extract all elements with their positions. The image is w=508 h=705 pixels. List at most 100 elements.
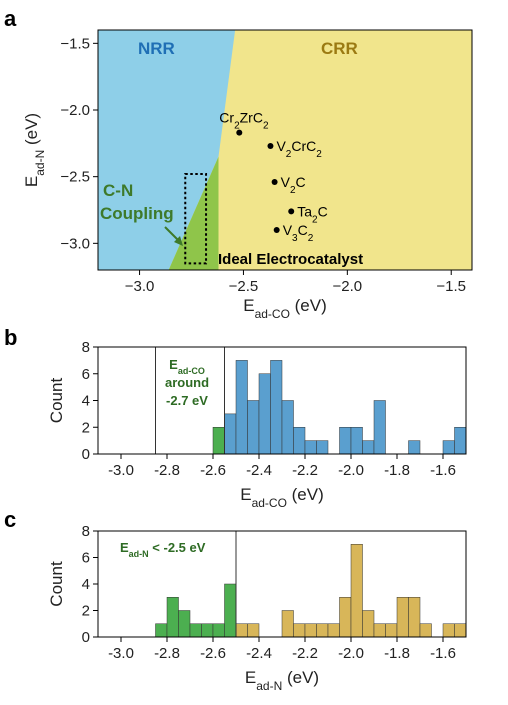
point-label-sub: 2: [234, 120, 240, 131]
point-3: [288, 208, 295, 215]
x-tick-label: −2.5: [229, 278, 259, 295]
hist-bar-3: [247, 400, 260, 455]
y-tick-label: −2.0: [60, 102, 90, 119]
point-label-elem: Ta: [297, 203, 312, 219]
annotation-sub: ad-N: [129, 549, 149, 559]
x-tick-label: -3.0: [108, 462, 134, 479]
x-tick-label: -2.6: [200, 462, 226, 479]
y-tick-label: 0: [82, 629, 90, 646]
hist-bar-25: [442, 623, 455, 638]
panel-letter-b: b: [4, 325, 17, 350]
nrr-region: [98, 30, 236, 270]
plot-frame: [97, 29, 473, 271]
hist-bar-5: [270, 360, 283, 455]
point-label-elem: V: [276, 138, 286, 154]
y-tick-label: −1.5: [60, 35, 90, 52]
hist-bar-11: [339, 427, 352, 455]
y-tick-label: 4: [82, 393, 90, 410]
point-label-sub: 3: [292, 233, 298, 244]
hist-bar-2: [178, 610, 191, 638]
x-tick-label: -2.4: [246, 462, 272, 479]
ideal-box: [184, 173, 208, 265]
hist-bar-2: [235, 360, 248, 455]
x-tick-label: -2.6: [200, 645, 226, 662]
hist-bar-26: [454, 623, 467, 638]
point-label-sub: 2: [308, 233, 314, 244]
point-label-elem: C: [318, 203, 328, 219]
panel-b-histogram: -3.0 -2.8 -2.6 -2.4 -2.2 -2.0 -1.8 -1.6 0 2 4 6 8 Ead…: [47, 339, 467, 510]
x-axis-label-unit: (eV): [282, 668, 319, 687]
y-tick-label: 2: [82, 603, 90, 620]
point-label-elem: CrC: [291, 138, 316, 154]
annotation-rest: < -2.5 eV: [149, 540, 206, 555]
point-0: [236, 129, 243, 136]
y-tick-label: 4: [82, 576, 90, 593]
hist-bar-5: [212, 623, 225, 638]
y-tick-label: 2: [82, 419, 90, 436]
hist-bar-11: [281, 610, 294, 638]
x-tick-label: -2.0: [338, 462, 364, 479]
crr-label: CRR: [321, 39, 358, 58]
hist-bar-17: [350, 544, 363, 638]
y-tick-label: 6: [82, 366, 90, 383]
y-tick-label: 8: [82, 339, 90, 356]
point-label-elem: C: [298, 222, 308, 238]
hist-bar-13: [362, 440, 375, 455]
y-axis-label-unit: (eV): [22, 113, 41, 150]
hist-bar-15: [327, 623, 340, 638]
x-axis-label-unit: (eV): [290, 296, 327, 315]
point-1: [267, 143, 274, 149]
hist-bar-6: [281, 400, 294, 455]
y-axis-label-main: E: [22, 176, 41, 187]
point-label-3: Ta2C: [297, 203, 327, 225]
y-tick-label: 8: [82, 523, 90, 540]
x-tick-label: -1.8: [384, 462, 410, 479]
x-axis-label: Ead-N (eV): [245, 668, 319, 693]
hist-bar-8: [304, 440, 317, 455]
hist-bar-4: [201, 623, 214, 638]
hist-bar-17: [408, 440, 421, 455]
hist-bar-21: [454, 427, 467, 455]
x-tick-label: -3.0: [108, 645, 134, 662]
hist-bar-12: [293, 623, 306, 638]
x-axis-label: Ead-CO (eV): [243, 296, 327, 321]
x-axis-label-main: E: [243, 296, 254, 315]
hist-bar-0: [155, 623, 168, 638]
hist-bar-16: [339, 597, 352, 638]
x-tick-label: -2.2: [292, 645, 318, 662]
hist-bar-14: [373, 400, 386, 455]
x-axis-label-main: E: [245, 668, 256, 687]
y-axis-label: Count: [47, 561, 66, 607]
point-label-sub: 2: [290, 185, 296, 196]
annotation-main: E: [120, 540, 129, 555]
point-label-elem: Cr: [219, 110, 234, 126]
point-label-0: Cr2ZrC2: [219, 110, 269, 131]
y-tick-label: −2.5: [60, 169, 90, 186]
point-4: [273, 227, 280, 233]
hist-bar-21: [396, 597, 409, 638]
hist-bar-4: [258, 373, 271, 455]
panel-a-scatter: NRR CRR C-N Coupling Ideal Electrocatalyst Cr…: [22, 29, 473, 321]
hist-bar-20: [442, 440, 455, 455]
hist-bar-23: [419, 623, 432, 638]
x-tick-label: -1.6: [430, 462, 456, 479]
hist-bar-1: [166, 597, 179, 638]
annotation-line3: -2.7 eV: [166, 393, 208, 408]
point-label-elem: V: [283, 222, 293, 238]
y-tick-label: 0: [82, 446, 90, 463]
x-tick-label: -2.8: [154, 645, 180, 662]
hist-bar-22: [408, 597, 421, 638]
point-label-sub: 2: [286, 149, 292, 160]
hist-bar-18: [362, 610, 375, 638]
hist-bar-7: [235, 623, 248, 638]
x-tick-label: −1.5: [436, 278, 466, 295]
annotation-line1: Ead-N < -2.5 eV: [120, 540, 206, 559]
point-label-elem: C: [296, 174, 306, 190]
x-tick-label: -1.8: [384, 645, 410, 662]
point-label-2: V2C: [281, 174, 306, 196]
annotation-sub: ad-CO: [178, 366, 205, 376]
hist-bar-20: [385, 623, 398, 638]
annotation-main: E: [169, 357, 178, 372]
point-label-sub: 2: [263, 120, 269, 131]
